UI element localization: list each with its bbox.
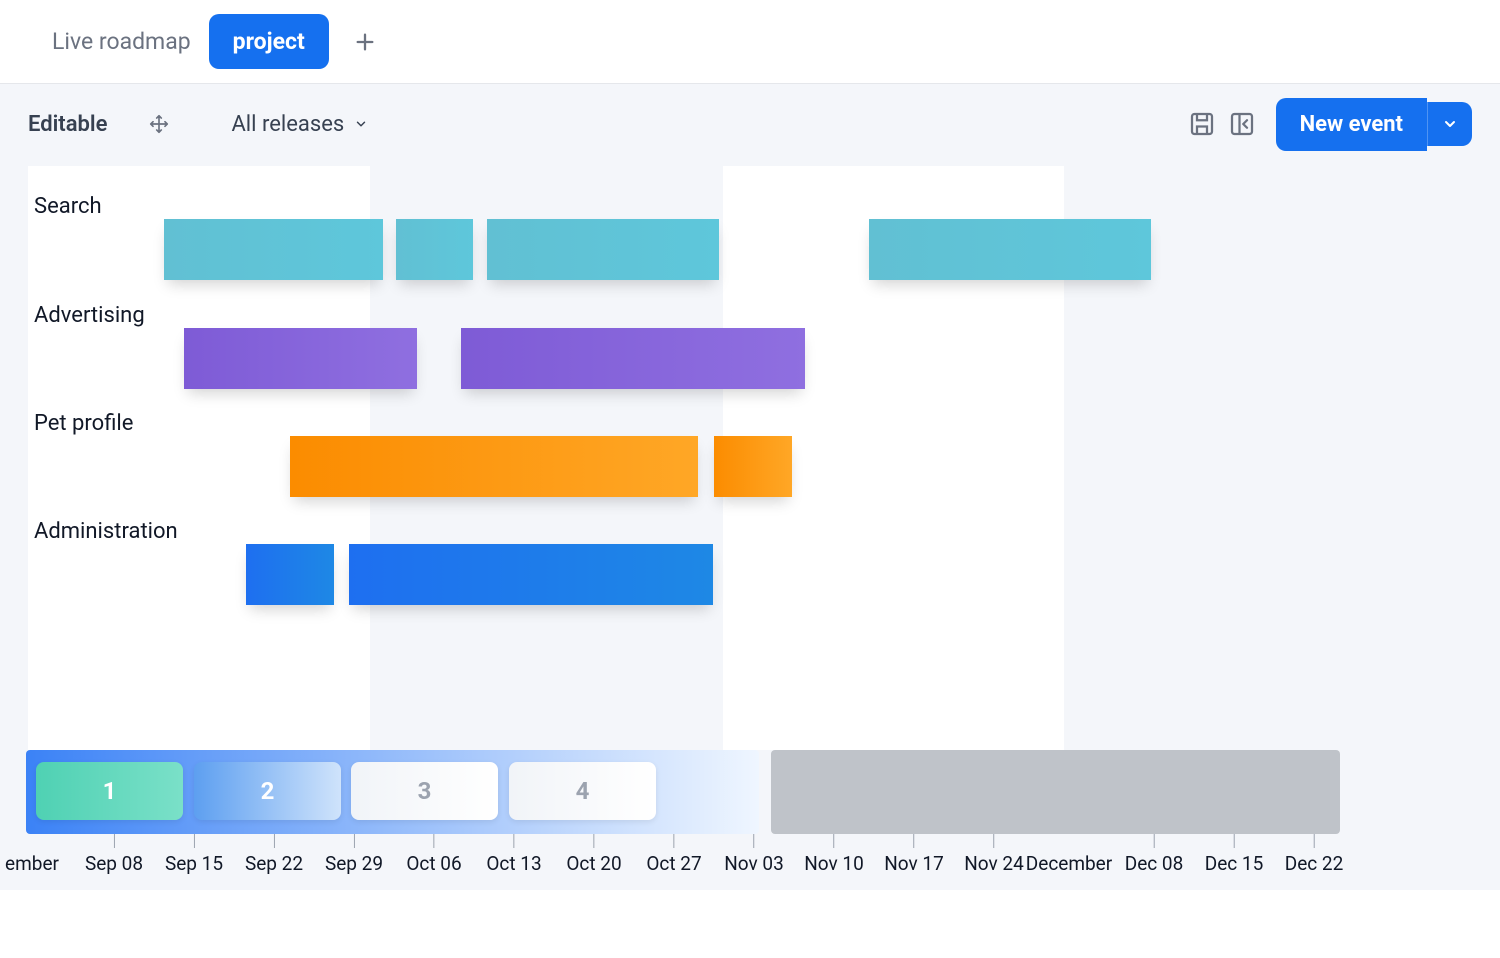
axis-tick-label: Oct 20 <box>566 852 621 875</box>
axis-tick: Dec 15 <box>1205 834 1264 875</box>
move-button[interactable] <box>147 112 171 136</box>
axis-tick: Sep 22 <box>245 834 303 875</box>
new-event-button[interactable]: New event <box>1276 98 1427 151</box>
time-axis: emberSep 08Sep 15Sep 22Sep 29Oct 06Oct 1… <box>14 834 1486 890</box>
nav-link-live-roadmap[interactable]: Live roadmap <box>52 28 191 55</box>
axis-tick-label: Oct 13 <box>486 852 541 875</box>
axis-tick-label: Sep 15 <box>165 852 223 875</box>
axis-tick-label: Sep 29 <box>325 852 383 875</box>
top-nav: Live roadmap project <box>0 0 1500 84</box>
axis-tick: December <box>1026 834 1112 875</box>
gantt-canvas[interactable]: Search Advertising Pet profile Administrati… <box>14 166 1486 750</box>
axis-tick-label: Oct 27 <box>646 852 701 875</box>
axis-tick: Oct 06 <box>406 834 461 875</box>
axis-tick-label: Nov 17 <box>884 852 944 875</box>
release-tile[interactable]: 1 <box>36 762 183 820</box>
release-tile[interactable]: 3 <box>351 762 498 820</box>
gantt-bar[interactable] <box>164 219 383 280</box>
axis-tick-label: Oct 06 <box>406 852 461 875</box>
axis-tick-label: Nov 10 <box>804 852 864 875</box>
axis-tick: ember <box>5 834 59 875</box>
axis-tick-label: December <box>1026 852 1112 875</box>
gantt-row-label: Advertising <box>34 303 145 328</box>
gantt-bar[interactable] <box>290 436 698 497</box>
axis-tick: Dec 08 <box>1125 834 1184 875</box>
chevron-down-icon <box>1442 116 1458 132</box>
gantt-bar[interactable] <box>184 328 417 389</box>
release-tile[interactable]: 4 <box>509 762 656 820</box>
axis-tick-label: Dec 22 <box>1285 852 1344 875</box>
releases-dropdown[interactable]: All releases <box>231 112 368 137</box>
editable-label: Editable <box>28 112 107 137</box>
axis-tick: Oct 13 <box>486 834 541 875</box>
panel-collapse-icon <box>1227 109 1257 139</box>
move-icon <box>148 113 170 135</box>
axis-tick-label: ember <box>5 852 59 875</box>
axis-tick-label: Dec 08 <box>1125 852 1184 875</box>
axis-tick-label: Nov 24 <box>964 852 1024 875</box>
gantt-row-label: Administration <box>34 519 178 544</box>
gantt-bar[interactable] <box>246 544 334 605</box>
gantt-bar[interactable] <box>714 436 792 497</box>
axis-tick: Sep 29 <box>325 834 383 875</box>
gantt-area: Search Advertising Pet profile Administrati… <box>0 164 1500 890</box>
gantt-bar[interactable] <box>461 328 805 389</box>
gantt-bar[interactable] <box>396 219 473 280</box>
axis-tick: Oct 20 <box>566 834 621 875</box>
axis-tick-label: Sep 08 <box>85 852 143 875</box>
axis-tick: Nov 24 <box>964 834 1024 875</box>
toolbar: Editable All releases New event <box>0 84 1500 164</box>
axis-tick: Sep 15 <box>165 834 223 875</box>
axis-tick: Nov 10 <box>804 834 864 875</box>
gantt-bar[interactable] <box>349 544 713 605</box>
gantt-bar[interactable] <box>869 219 1151 280</box>
add-tab-button[interactable] <box>351 28 379 56</box>
axis-tick-label: Sep 22 <box>245 852 303 875</box>
collapse-sidebar-button[interactable] <box>1222 104 1262 144</box>
chevron-down-icon <box>354 117 368 131</box>
release-tile[interactable]: 2 <box>194 762 341 820</box>
axis-tick-label: Dec 15 <box>1205 852 1264 875</box>
axis-tick: Sep 08 <box>85 834 143 875</box>
scrubber-track[interactable] <box>771 750 1340 834</box>
nav-tab-project[interactable]: project <box>209 14 329 69</box>
gantt-row-label: Search <box>34 194 102 219</box>
save-button[interactable] <box>1182 104 1222 144</box>
toolbar-left: Editable All releases <box>28 112 368 137</box>
axis-tick: Nov 03 <box>724 834 784 875</box>
axis-tick: Oct 27 <box>646 834 701 875</box>
save-icon <box>1187 109 1217 139</box>
gantt-bar[interactable] <box>487 219 719 280</box>
new-event-menu-button[interactable] <box>1427 102 1472 146</box>
axis-tick-label: Nov 03 <box>724 852 784 875</box>
plus-icon <box>354 31 376 53</box>
gantt-row-label: Pet profile <box>34 411 133 436</box>
axis-tick: Nov 17 <box>884 834 944 875</box>
release-scrubber[interactable]: 1234 <box>14 750 1486 834</box>
releases-dropdown-label: All releases <box>231 112 344 137</box>
axis-tick: Dec 22 <box>1285 834 1344 875</box>
